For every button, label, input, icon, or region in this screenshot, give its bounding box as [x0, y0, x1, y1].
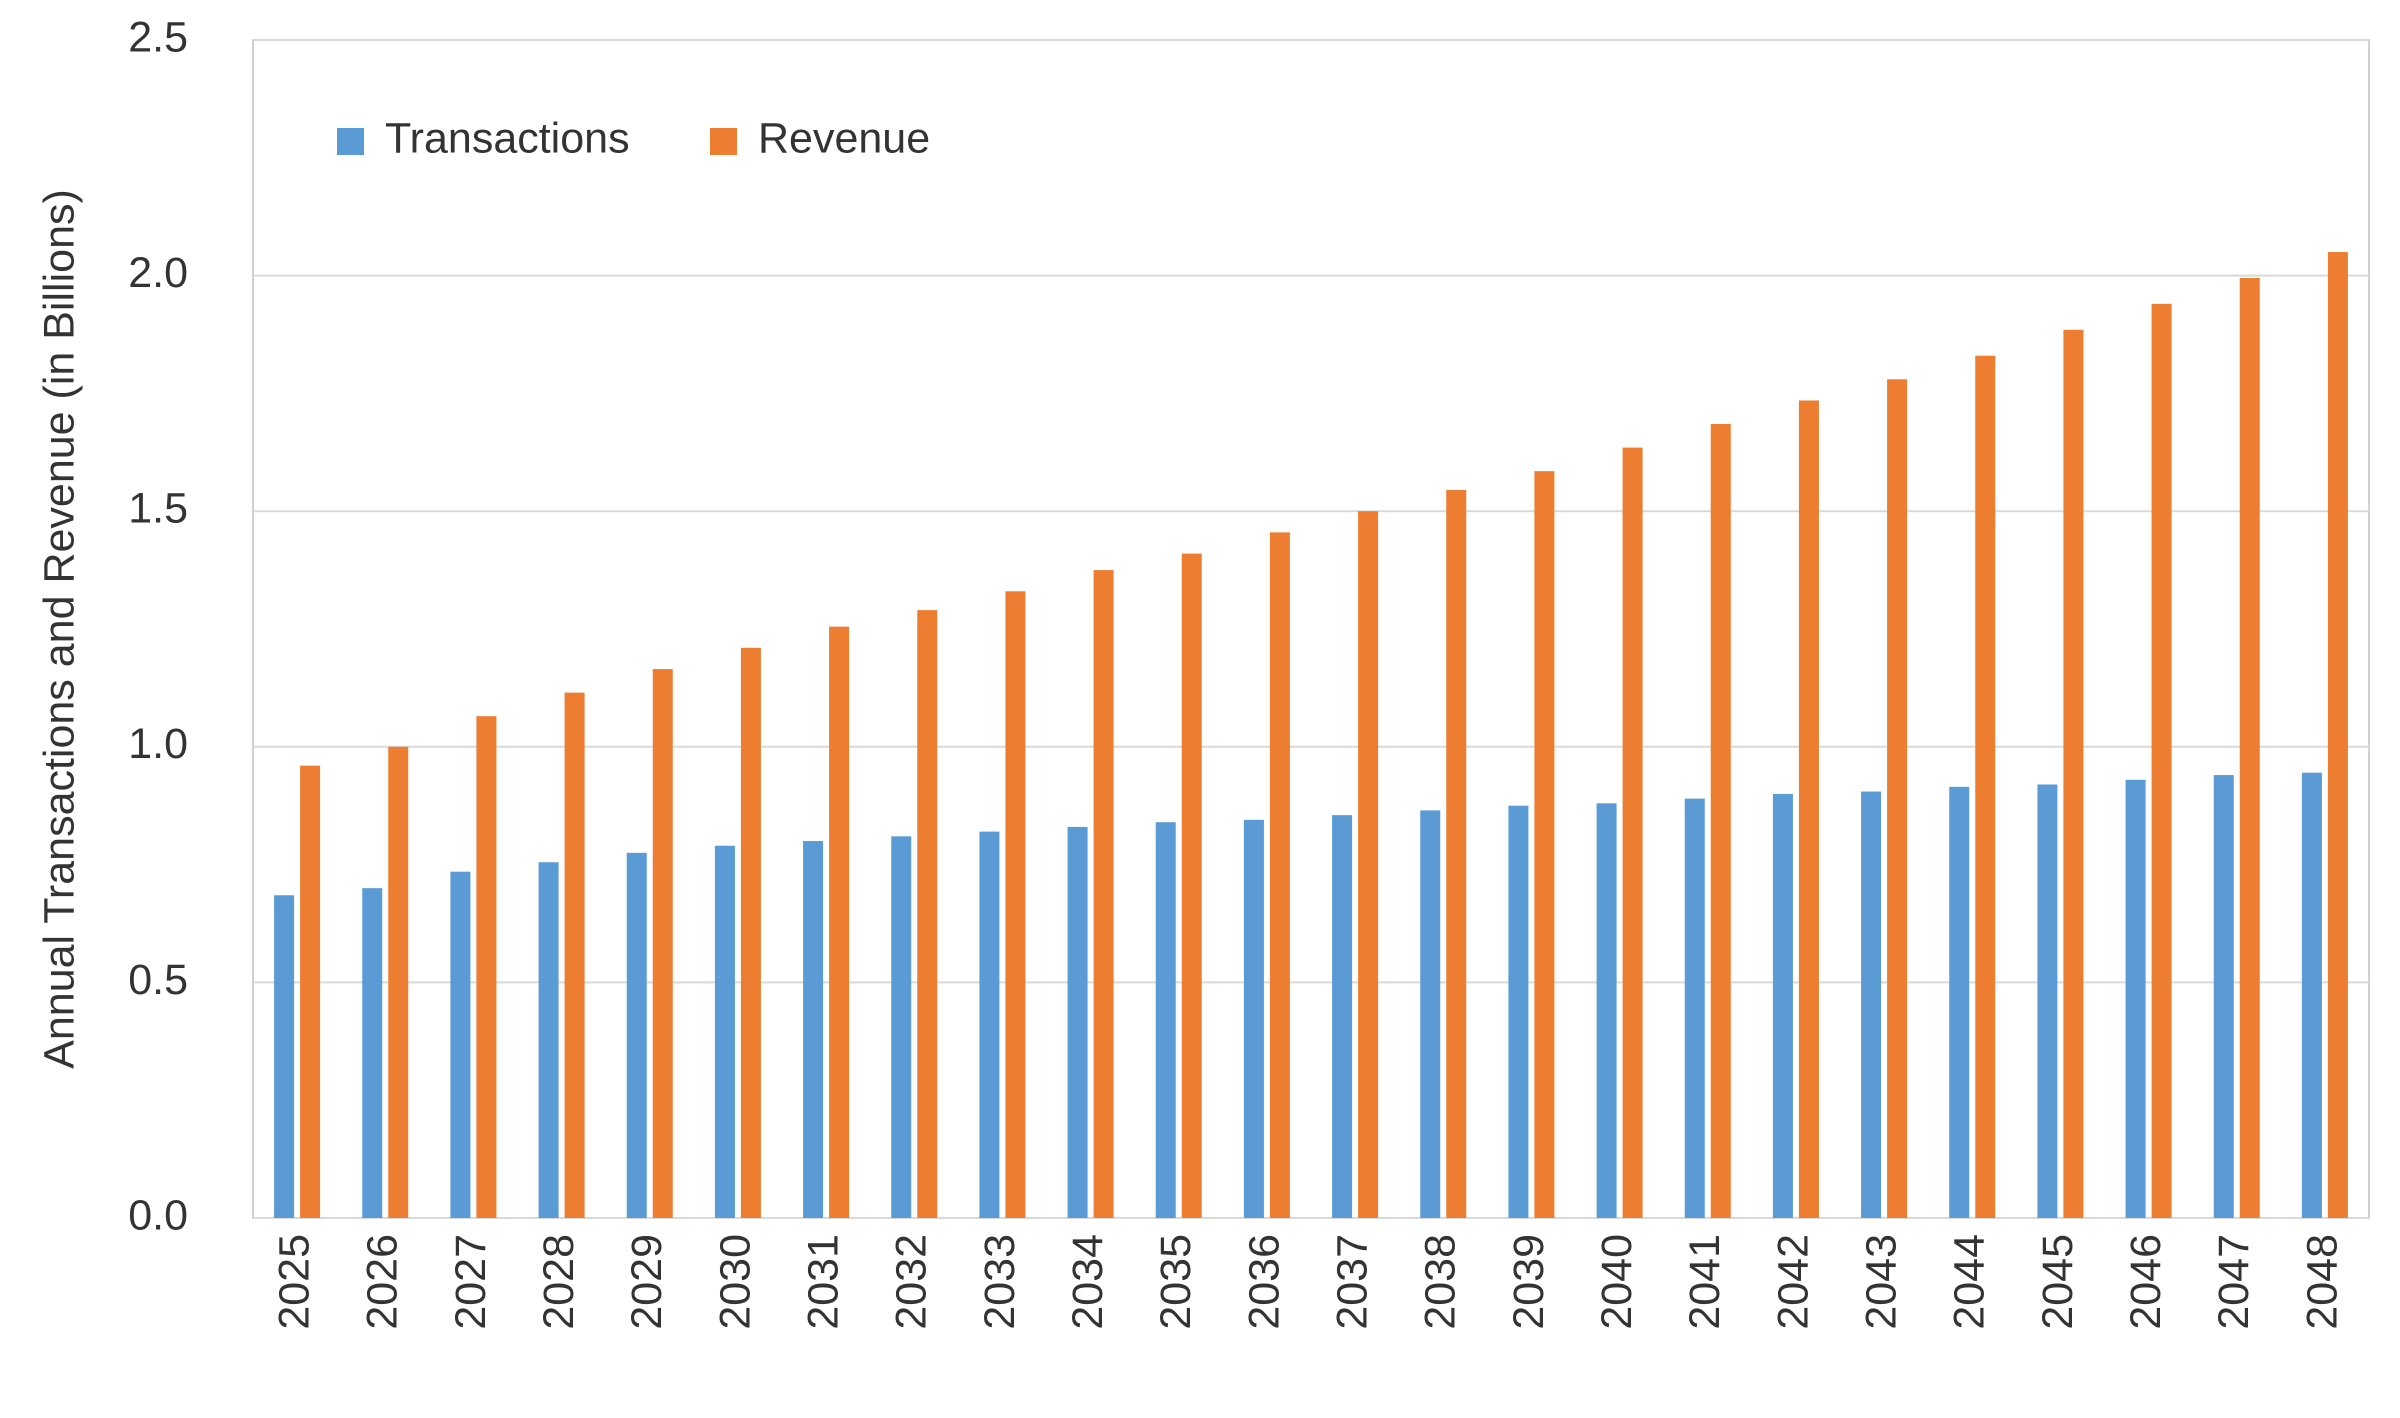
bar	[714, 845, 735, 1218]
bar	[740, 647, 761, 1218]
legend-label: Transactions	[385, 114, 630, 162]
x-tick-label: 2029	[623, 1234, 671, 1330]
bar	[891, 836, 912, 1218]
x-tick-label: 2028	[535, 1234, 583, 1330]
x-tick-label: 2030	[711, 1234, 759, 1330]
bar	[476, 716, 497, 1218]
x-tick-label: 2039	[1505, 1234, 1553, 1330]
bar	[1772, 793, 1793, 1218]
x-tick-label: 2025	[270, 1234, 318, 1330]
x-tick-label: 2027	[447, 1234, 495, 1330]
bar	[274, 895, 295, 1218]
y-tick-label: 2.0	[128, 249, 188, 297]
bar	[1684, 798, 1705, 1218]
y-tick-label: 2.5	[128, 13, 188, 61]
bar	[1446, 489, 1467, 1219]
x-tick-label: 2032	[888, 1234, 936, 1330]
y-tick-label: 1.5	[128, 485, 188, 533]
x-tick-label: 2042	[1769, 1234, 1817, 1330]
bar	[1155, 822, 1176, 1218]
bar	[917, 610, 938, 1218]
bar	[1243, 819, 1264, 1218]
bar	[1093, 570, 1114, 1218]
bar	[1861, 791, 1882, 1218]
bar	[2063, 329, 2084, 1219]
bar	[2327, 252, 2348, 1219]
bar	[2213, 775, 2234, 1218]
bar	[652, 669, 673, 1218]
bar	[1358, 511, 1379, 1218]
legend-label: Revenue	[758, 114, 930, 162]
bar	[1332, 815, 1353, 1218]
bar	[450, 871, 471, 1218]
x-tick-label: 2041	[1681, 1234, 1729, 1330]
bar	[1596, 803, 1617, 1218]
x-tick-label: 2043	[1857, 1234, 1905, 1330]
x-tick-label: 2040	[1593, 1234, 1641, 1330]
bar	[1508, 805, 1529, 1218]
bar	[1181, 553, 1202, 1218]
bar	[1887, 379, 1908, 1218]
bar	[1067, 826, 1088, 1218]
bar	[564, 692, 585, 1218]
bar	[829, 626, 850, 1218]
x-tick-label: 2036	[1240, 1234, 1288, 1330]
bar	[979, 831, 1000, 1218]
bar	[1798, 400, 1819, 1218]
y-axis-label: Annual Transactions and Revenue (in Bill…	[35, 189, 83, 1069]
x-tick-label: 2038	[1417, 1234, 1465, 1330]
x-tick-label: 2048	[2298, 1234, 2346, 1330]
legend-swatch	[710, 128, 737, 155]
x-tick-label: 2035	[1152, 1234, 1200, 1330]
x-tick-label: 2046	[2122, 1234, 2170, 1330]
x-tick-label: 2045	[2034, 1234, 2082, 1330]
x-tick-label: 2026	[359, 1234, 407, 1330]
y-tick-label: 0.5	[128, 956, 188, 1004]
x-tick-label: 2037	[1328, 1234, 1376, 1330]
bar	[1710, 424, 1731, 1218]
bar	[2239, 277, 2260, 1218]
bar	[1949, 786, 1970, 1218]
bar	[388, 746, 409, 1218]
bar	[1420, 810, 1441, 1218]
bar	[2125, 779, 2146, 1218]
bar	[538, 862, 559, 1218]
bar	[2151, 303, 2172, 1218]
bar	[1975, 355, 1996, 1219]
legend-swatch	[337, 128, 364, 155]
bar	[362, 888, 383, 1218]
x-tick-label: 2044	[1946, 1234, 1994, 1330]
x-tick-label: 2034	[1064, 1234, 1112, 1330]
x-tick-label: 2047	[2210, 1234, 2258, 1330]
x-tick-label: 2033	[976, 1234, 1024, 1330]
x-tick-label: 2031	[799, 1234, 847, 1330]
bar	[1534, 471, 1555, 1218]
y-tick-label: 1.0	[128, 720, 188, 768]
bar	[2301, 772, 2322, 1218]
bar	[2037, 784, 2058, 1218]
bar	[626, 852, 647, 1218]
bar	[300, 765, 321, 1218]
bar	[1005, 591, 1026, 1218]
bar	[1269, 532, 1290, 1218]
bar	[803, 841, 824, 1218]
y-tick-label: 0.0	[128, 1191, 188, 1239]
bar	[1622, 447, 1643, 1218]
